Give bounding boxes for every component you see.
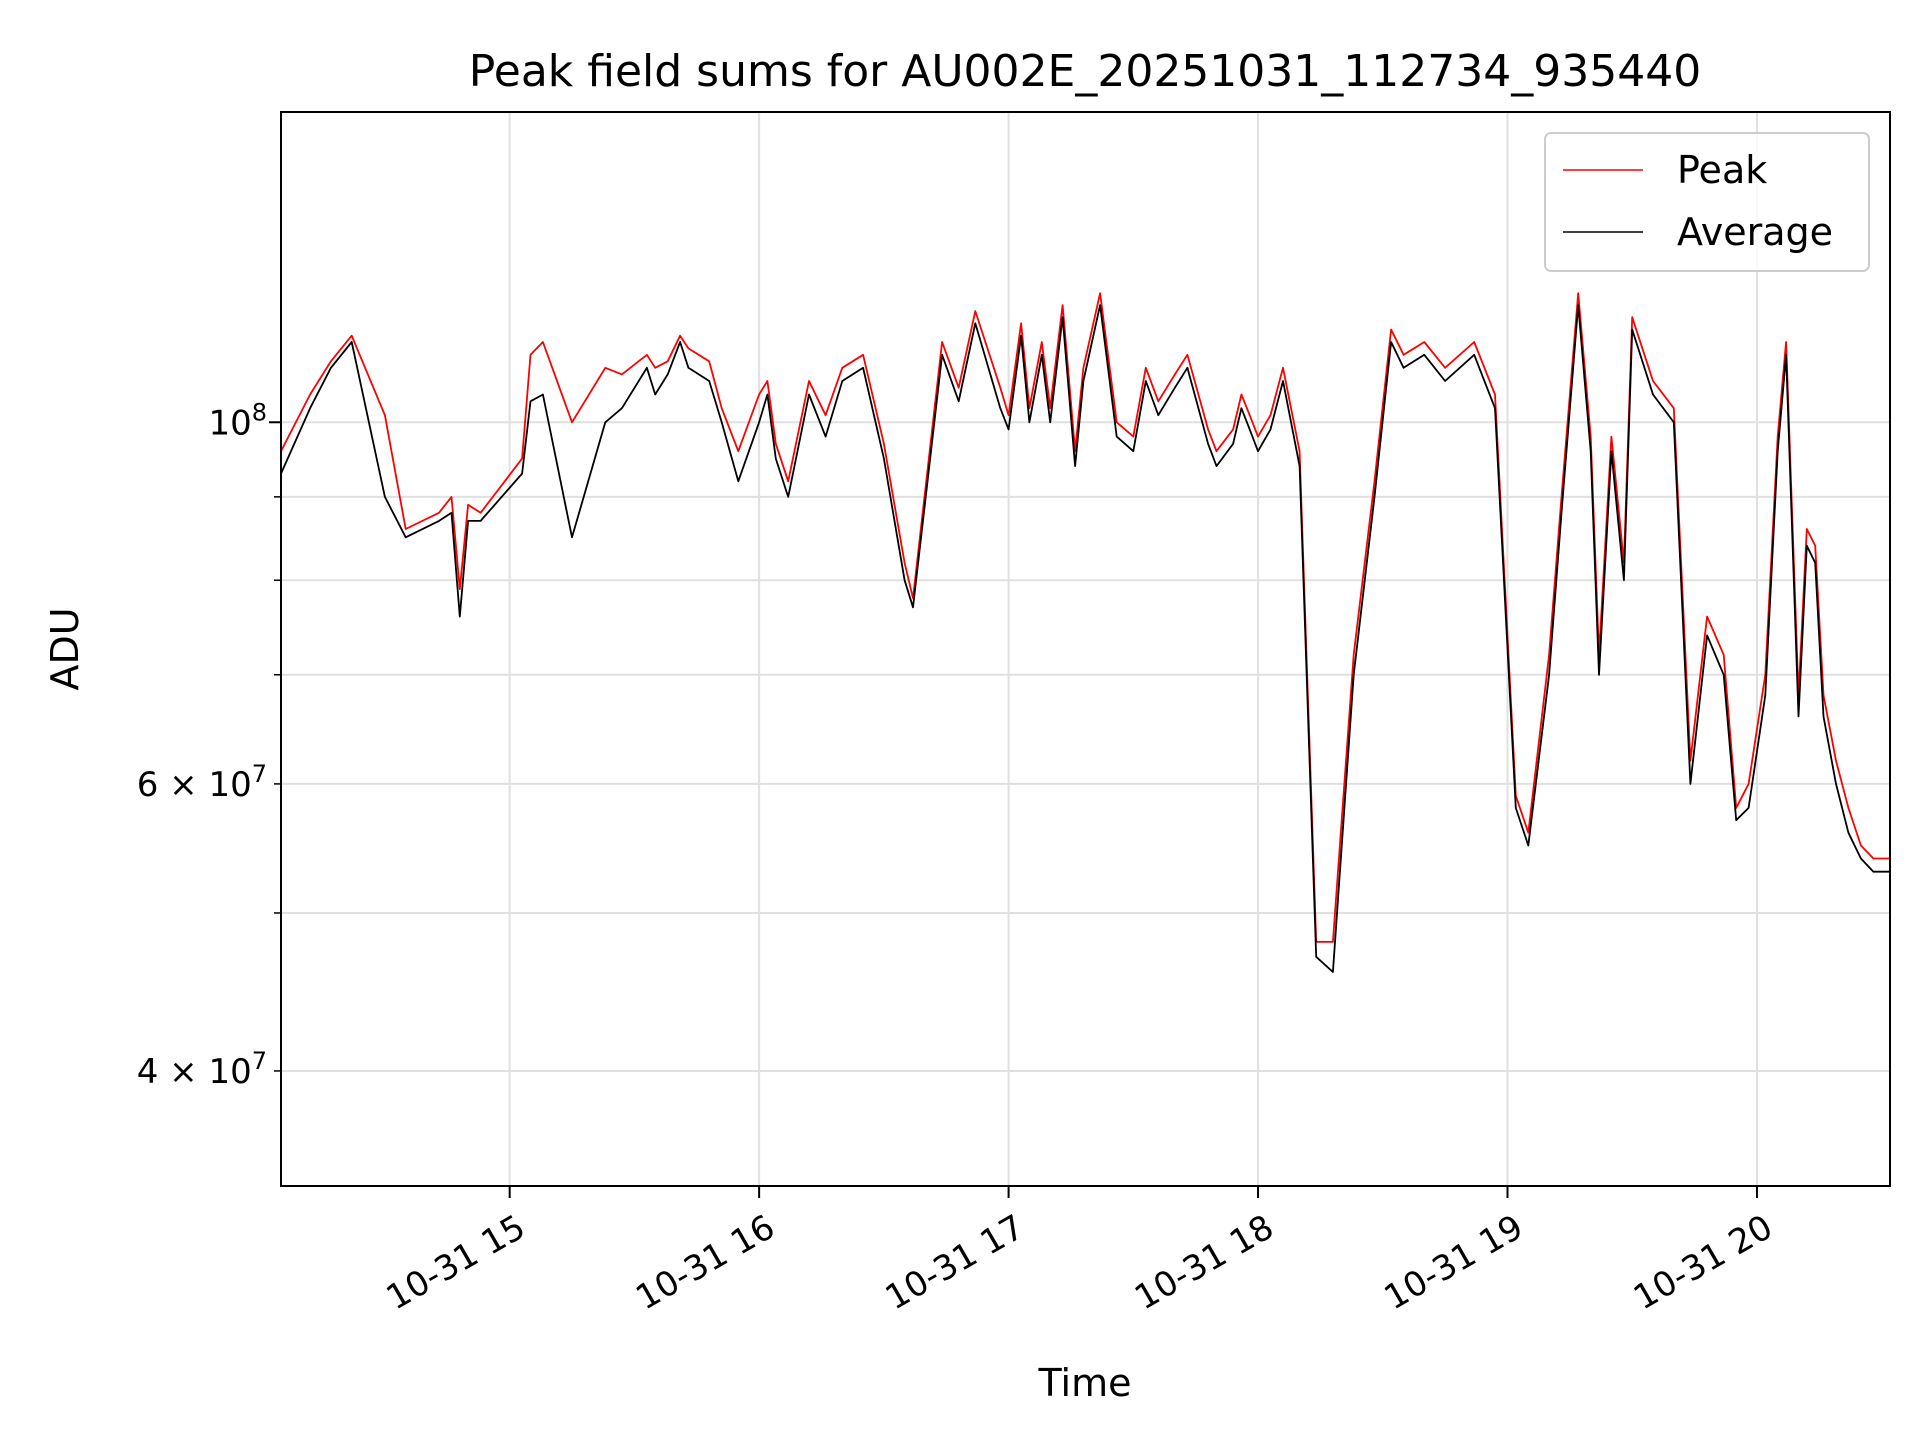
y-tick-mantissa: 4	[137, 1052, 159, 1092]
legend: Peak Average	[1544, 132, 1870, 272]
legend-label-average: Average	[1677, 210, 1833, 254]
y-tick-exponent: 8	[252, 398, 267, 426]
y-tick-exponent: 7	[252, 760, 267, 788]
plot-frame	[280, 111, 1891, 1187]
legend-label-peak: Peak	[1677, 148, 1767, 192]
y-tick-label: 4 × 107	[137, 1047, 267, 1092]
y-axis-label: ADU	[43, 607, 87, 690]
series-line-average	[281, 304, 1890, 973]
y-tick-label: 108	[208, 398, 267, 443]
y-tick-exponent: 7	[252, 1047, 267, 1075]
y-axis-ticks: 4 × 107 6 × 107 108	[137, 398, 281, 1092]
y-tick-base: 10	[208, 403, 251, 443]
y-tick-mantissa: 6	[137, 765, 159, 805]
chart-title: Peak field sums for AU002E_20251031_1127…	[469, 46, 1701, 97]
grid	[281, 112, 1890, 1186]
legend-box	[1544, 132, 1870, 272]
series-layer	[281, 292, 1890, 973]
y-tick-label: 6 × 107	[137, 760, 267, 805]
series-line-peak	[281, 292, 1890, 943]
x-axis-label: Time	[1038, 1361, 1132, 1405]
